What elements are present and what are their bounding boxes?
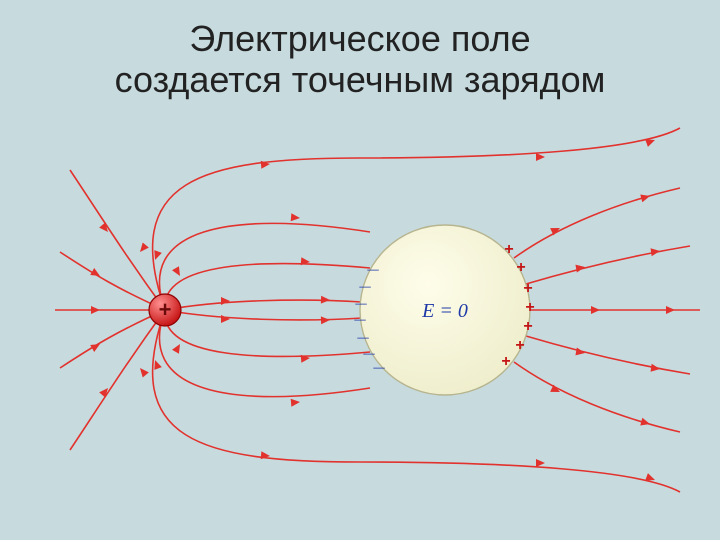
- title-line2: создается точечным зарядом: [115, 59, 606, 100]
- svg-text:+: +: [523, 318, 532, 335]
- svg-text:+: +: [501, 353, 510, 370]
- title-line1: Электрическое поле: [189, 18, 530, 59]
- svg-text:+: +: [504, 241, 513, 258]
- svg-text:_: _: [372, 349, 385, 371]
- svg-text:+: +: [516, 259, 525, 276]
- svg-text:+: +: [523, 280, 532, 297]
- svg-text:+: +: [515, 337, 524, 354]
- svg-text:+: +: [159, 297, 172, 322]
- slide-title: Электрическое поле создается точечным за…: [0, 18, 720, 101]
- slide: Электрическое поле создается точечным за…: [0, 0, 720, 540]
- svg-text:+: +: [525, 299, 534, 316]
- svg-text:E = 0: E = 0: [421, 300, 468, 322]
